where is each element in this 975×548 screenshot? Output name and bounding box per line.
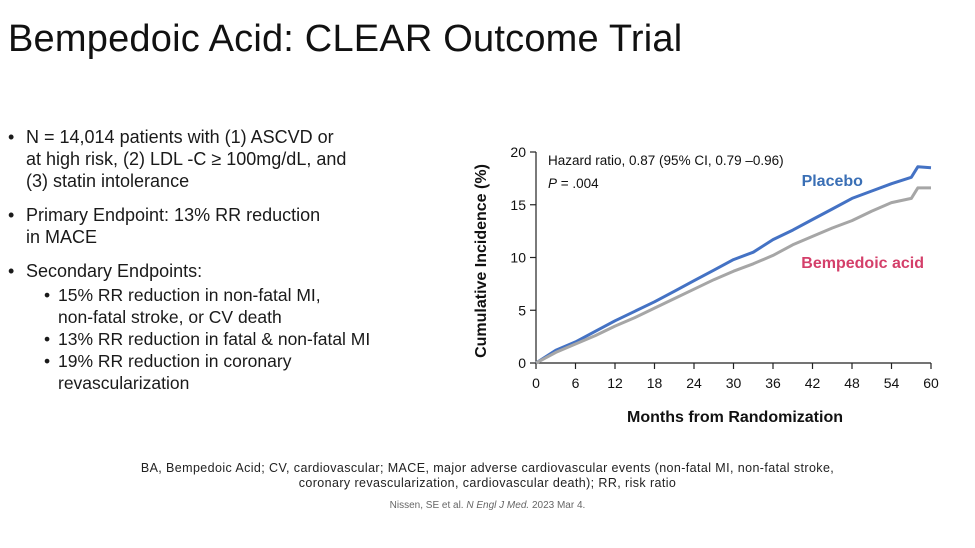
hazard-ratio-annotation: Hazard ratio, 0.87 (95% CI, 0.79 –0.96) [548, 153, 784, 168]
x-tick-label: 48 [844, 375, 860, 391]
citation-date: 2023 Mar 4. [531, 500, 586, 511]
x-tick-label: 30 [726, 375, 742, 391]
placebo-line [535, 165, 932, 365]
x-axis-label: Months from Randomization [627, 409, 843, 426]
bullet-dot-icon: • [44, 285, 51, 305]
x-tick-label: 6 [572, 375, 580, 391]
sub-bullet-text: 15% RR reduction in non-fatal MI, non-fa… [58, 285, 321, 327]
p-value-text: = .004 [557, 176, 599, 191]
footnote: BA, Bempedoic Acid; CV, cardiovascular; … [140, 461, 835, 490]
x-tick-label: 0 [532, 375, 540, 391]
citation-authors: Nissen, SE et al. [389, 500, 464, 511]
x-tick-label: 12 [607, 375, 623, 391]
y-tick-label: 15 [510, 197, 526, 213]
y-tick-label: 0 [518, 355, 526, 371]
bullet-item: • Secondary Endpoints: • 15% RR reductio… [8, 260, 428, 394]
bempedoic-acid-series-label: Bempedoic acid [801, 255, 924, 272]
chart-container: Cumulative Incidence (%) Months from Ran… [455, 128, 955, 438]
y-tick-label: 5 [518, 302, 526, 318]
bullet-dot-icon: • [8, 205, 15, 225]
bempedoic-acid-line [535, 186, 931, 365]
x-tick-label: 42 [805, 375, 821, 391]
bullet-text: Secondary Endpoints: [26, 261, 203, 281]
x-tick-label: 54 [884, 375, 900, 391]
x-tick-label: 18 [647, 375, 663, 391]
bullet-text: N = 14,014 patients with (1) ASCVD or at… [26, 127, 347, 191]
placebo-series-label: Placebo [802, 173, 864, 190]
bullet-item: • Primary Endpoint: 13% RR reduction in … [8, 204, 428, 248]
x-tick-label: 36 [765, 375, 781, 391]
citation: Nissen, SE et al. N Engl J Med. 2023 Mar… [0, 500, 975, 511]
citation-journal: N Engl J Med. [466, 500, 530, 511]
p-value-label: P [548, 176, 557, 191]
p-value-annotation: P = .004 [548, 176, 599, 191]
sub-bullet-text: 13% RR reduction in fatal & non-fatal MI [58, 329, 371, 349]
bullet-dot-icon: • [44, 351, 51, 371]
plot-area: 0 5 10 15 20 0 6 12 18 24 30 36 42 48 54 60 Placebo Bempe… [510, 144, 939, 391]
sub-bullet-text: 19% RR reduction in coronary revasculari… [58, 351, 292, 393]
sub-bullet-item: • 19% RR reduction in coronary revascula… [44, 350, 428, 394]
bullet-dot-icon: • [8, 127, 15, 147]
slide-title: Bempedoic Acid: CLEAR Outcome Trial [8, 18, 683, 60]
cumulative-incidence-chart: Cumulative Incidence (%) Months from Ran… [473, 144, 939, 426]
y-tick-label: 20 [510, 144, 526, 160]
x-tick-label: 24 [686, 375, 702, 391]
bullet-dot-icon: • [8, 261, 15, 281]
sub-bullet-item: • 13% RR reduction in fatal & non-fatal … [44, 328, 428, 350]
bullet-text: Primary Endpoint: 13% RR reduction in MA… [26, 205, 321, 247]
y-axis-label: Cumulative Incidence (%) [473, 164, 490, 358]
bullet-list: • N = 14,014 patients with (1) ASCVD or … [8, 126, 428, 406]
y-tick-label: 10 [510, 250, 526, 266]
sub-bullet-item: • 15% RR reduction in non-fatal MI, non-… [44, 284, 428, 328]
bullet-item: • N = 14,014 patients with (1) ASCVD or … [8, 126, 428, 192]
x-tick-label: 60 [923, 375, 939, 391]
sub-bullet-list: • 15% RR reduction in non-fatal MI, non-… [44, 284, 428, 394]
bullet-dot-icon: • [44, 329, 51, 349]
